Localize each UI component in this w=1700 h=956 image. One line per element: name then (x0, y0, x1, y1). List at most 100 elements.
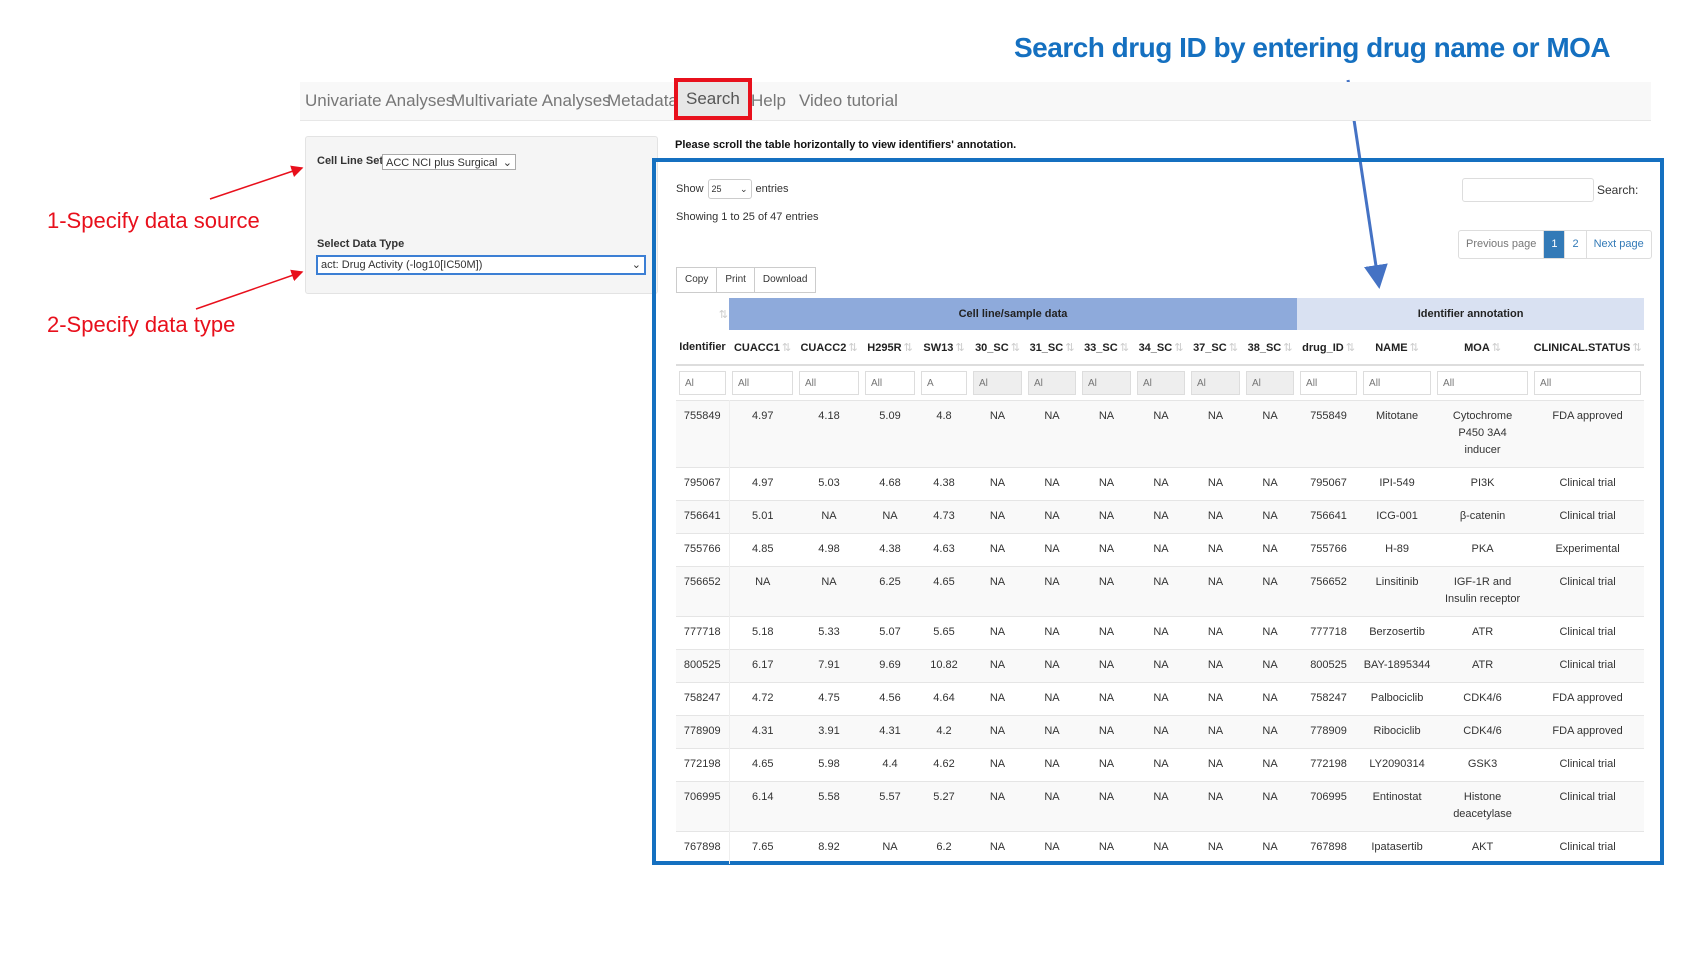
column-header-drug-id[interactable]: drug_ID ⇅ (1297, 330, 1361, 366)
sort-icon[interactable]: ⇅ (848, 341, 858, 354)
table-cell: NA (1025, 566, 1079, 617)
table-row[interactable]: 706995 6.14 5.58 5.57 5.27 NA NA NA NA NA NA 706995… (676, 781, 1645, 832)
previous-page-button[interactable]: Previous page (1466, 238, 1537, 250)
table-cell: 4.4 (862, 748, 918, 782)
column-filter-input[interactable] (1191, 371, 1240, 395)
table-row[interactable]: 772198 4.65 5.98 4.4 4.62 NA NA NA NA NA NA 772198 L… (676, 748, 1645, 782)
column-header-name[interactable]: NAME ⇅ (1360, 330, 1435, 366)
table-cell: 767898 (676, 831, 730, 864)
nav-video-tutorial[interactable]: Video tutorial (799, 91, 898, 110)
table-cell: NA (970, 831, 1025, 864)
column-header-cuacc2[interactable]: CUACC2 ⇅ (796, 330, 862, 366)
table-row[interactable]: 758247 4.72 4.75 4.56 4.64 NA NA NA NA NA NA 758247… (676, 682, 1645, 716)
column-header-33-sc[interactable]: 33_SC ⇅ (1079, 330, 1134, 366)
nav-multivariate[interactable]: Multivariate Analyses (451, 91, 611, 110)
page-2-button[interactable]: 2 (1564, 231, 1585, 258)
column-header-31-sc[interactable]: 31_SC ⇅ (1025, 330, 1079, 366)
column-header-cuacc1[interactable]: CUACC1 ⇅ (729, 330, 796, 366)
search-input[interactable] (1462, 178, 1594, 202)
column-header-sw13[interactable]: SW13 ⇅ (918, 330, 970, 366)
sort-icon[interactable]: ⇅ (1065, 341, 1075, 354)
column-filter-input[interactable] (921, 371, 967, 395)
column-filter-input[interactable] (1028, 371, 1076, 395)
table-cell: NA (1243, 649, 1298, 683)
column-header-37-sc[interactable]: 37_SC ⇅ (1188, 330, 1243, 366)
table-row[interactable]: 767898 7.65 8.92 NA 6.2 NA NA NA NA NA NA 767898 Ipa… (676, 831, 1645, 864)
column-filter-input[interactable] (1300, 371, 1358, 395)
sort-icon[interactable]: ⇅ (1345, 341, 1355, 354)
sort-icon[interactable]: ⇅ (1283, 341, 1293, 354)
column-filter-input[interactable] (1437, 371, 1529, 395)
data-type-select[interactable]: act: Drug Activity (-log10[IC50M]) ⌄ (316, 255, 646, 275)
page-length-select[interactable]: 25 ⌄ (707, 179, 752, 199)
column-header-30-sc[interactable]: 30_SC ⇅ (970, 330, 1025, 366)
column-filter-input[interactable] (865, 371, 915, 395)
sort-icon[interactable]: ⇅ (955, 341, 965, 354)
copy-button[interactable]: Copy (676, 267, 718, 293)
table-cell: H-89 (1360, 533, 1435, 567)
column-header-38-sc[interactable]: 38_SC ⇅ (1243, 330, 1298, 366)
table-cell: BAY-1895344 (1360, 649, 1435, 683)
sort-icon[interactable]: ⇅ (1409, 341, 1419, 354)
column-filter-input[interactable] (1082, 371, 1131, 395)
table-cell: 706995 (676, 781, 730, 832)
download-button[interactable]: Download (753, 267, 817, 293)
column-header-34-sc[interactable]: 34_SC ⇅ (1134, 330, 1188, 366)
column-filter-input[interactable] (1363, 371, 1432, 395)
nav-search[interactable]: Search (674, 78, 752, 120)
column-header-h295r[interactable]: H295R ⇅ (862, 330, 918, 366)
column-filter-input[interactable] (799, 371, 859, 395)
sort-icon[interactable]: ⇅ (1119, 341, 1129, 354)
nav-univariate[interactable]: Univariate Analyses (305, 91, 455, 110)
table-row[interactable]: 778909 4.31 3.91 4.31 4.2 NA NA NA NA NA NA 778909 R… (676, 715, 1645, 749)
sort-icon[interactable]: ⇅ (1491, 341, 1501, 354)
sort-icon[interactable]: ⇅ (1632, 341, 1642, 354)
sort-icon[interactable]: ⇅ (1174, 341, 1184, 354)
table-row[interactable]: 795067 4.97 5.03 4.68 4.38 NA NA NA NA NA NA 795067… (676, 467, 1645, 501)
arrow-2 (195, 269, 304, 310)
nav-metadata[interactable]: Metadata (607, 91, 678, 110)
table-row[interactable]: 777718 5.18 5.33 5.07 5.65 NA NA NA NA NA NA 777718… (676, 616, 1645, 650)
table-row[interactable]: 756641 5.01 NA NA 4.73 NA NA NA NA NA NA 756641 ICG-… (676, 500, 1645, 534)
sort-icon[interactable]: ⇅ (1228, 341, 1238, 354)
sort-icon[interactable]: ⇅ (781, 341, 792, 354)
table-cell: 706995 (1297, 781, 1361, 832)
table-cell: Clinical trial (1531, 831, 1645, 864)
table-cell: Ribociclib (1360, 715, 1435, 749)
print-button[interactable]: Print (716, 267, 755, 293)
table-cell: Clinical trial (1531, 616, 1645, 650)
cell-line-set-select[interactable]: ACC NCI plus Surgical ⌄ (382, 154, 516, 170)
column-filter-input[interactable] (1246, 371, 1295, 395)
column-filter-input[interactable] (732, 371, 793, 395)
table-cell: NA (1025, 467, 1079, 501)
column-header-moa[interactable]: MOA ⇅ (1434, 330, 1532, 366)
filter-cell (1243, 365, 1297, 401)
column-filter-input[interactable] (1534, 371, 1642, 395)
table-cell: NA (1025, 682, 1079, 716)
table-cell: 800525 (676, 649, 730, 683)
next-page-button[interactable]: Next page (1585, 231, 1651, 258)
table-cell: CDK4/6 (1434, 715, 1532, 749)
column-header-label: 38_SC (1247, 341, 1282, 354)
column-header-clinical-status[interactable]: CLINICAL.STATUS ⇅ (1531, 330, 1645, 366)
table-cell: 778909 (676, 715, 730, 749)
table-cell: NA (1134, 566, 1188, 617)
page-1-button[interactable]: 1 (1543, 231, 1565, 258)
table-row[interactable]: 755849 4.97 4.18 5.09 4.8 NA NA NA NA NA NA 755849 M… (676, 400, 1645, 468)
table-cell: Clinical trial (1531, 467, 1645, 501)
table-cell: 9.69 (862, 649, 918, 683)
table-cell: 5.98 (796, 748, 862, 782)
column-filter-input[interactable] (973, 371, 1022, 395)
table-cell: 755766 (1297, 533, 1361, 567)
column-header-identifier[interactable]: Identifier (676, 330, 729, 366)
sort-icon[interactable]: ⇅ (903, 341, 913, 354)
column-filter-input[interactable] (1137, 371, 1185, 395)
table-cell: FDA approved (1531, 400, 1645, 468)
table-row[interactable]: 756652 NA NA 6.25 4.65 NA NA NA NA NA NA 756652 Lins… (676, 566, 1645, 617)
table-row[interactable]: 755766 4.85 4.98 4.38 4.63 NA NA NA NA NA NA 755766… (676, 533, 1645, 567)
column-filter-input[interactable] (679, 371, 726, 395)
table-cell: NA (1079, 781, 1134, 832)
sort-icon[interactable]: ⇅ (1010, 341, 1020, 354)
nav-help[interactable]: Help (751, 91, 786, 110)
table-row[interactable]: 800525 6.17 7.91 9.69 10.82 NA NA NA NA NA NA 80052… (676, 649, 1645, 683)
